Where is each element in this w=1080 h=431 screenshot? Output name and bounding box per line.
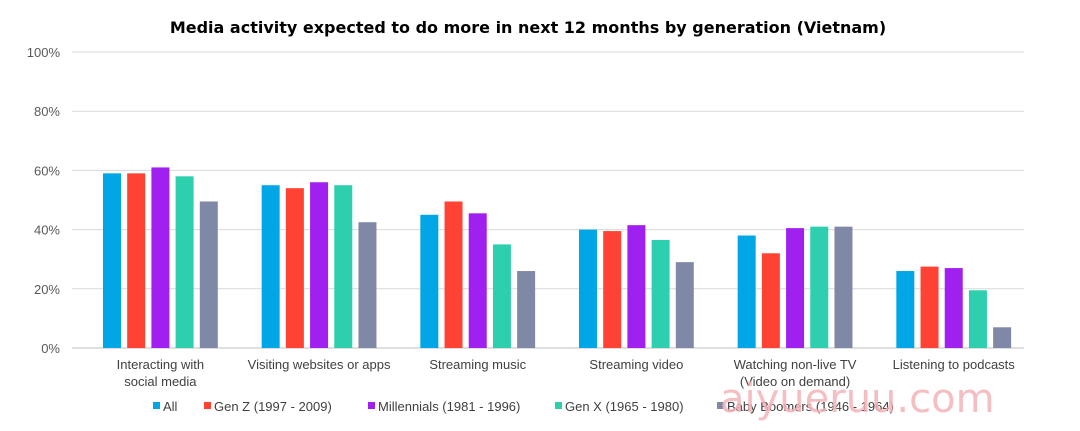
y-tick-label: 20% bbox=[34, 282, 60, 297]
legend-swatch bbox=[204, 402, 211, 409]
legend-label: All bbox=[163, 399, 178, 414]
legend-label: Gen Z (1997 - 2009) bbox=[214, 399, 332, 414]
bar bbox=[786, 228, 805, 348]
x-category-label: Listening to podcasts bbox=[893, 357, 1016, 372]
bar bbox=[968, 290, 987, 348]
bar bbox=[468, 213, 487, 348]
bar bbox=[675, 262, 694, 348]
bar bbox=[737, 235, 756, 348]
bar bbox=[517, 271, 536, 348]
y-tick-label: 80% bbox=[34, 104, 60, 119]
bar bbox=[175, 176, 194, 348]
bar bbox=[492, 244, 511, 348]
legend-swatch bbox=[153, 402, 160, 409]
gridlines bbox=[72, 51, 1024, 349]
y-axis-ticks: 0% 20% 40% 60% 80% 100% bbox=[27, 45, 61, 356]
bar bbox=[920, 266, 939, 348]
bar bbox=[896, 271, 915, 348]
bar bbox=[310, 182, 329, 348]
bar bbox=[810, 226, 829, 348]
bar bbox=[261, 185, 280, 348]
bar bbox=[199, 201, 218, 348]
legend: All Gen Z (1997 - 2009) Millennials (1981 … bbox=[153, 399, 894, 414]
y-tick-label: 100% bbox=[27, 45, 61, 60]
bar bbox=[127, 173, 146, 348]
legend-swatch bbox=[555, 402, 562, 409]
legend-swatch bbox=[717, 402, 724, 409]
bar bbox=[627, 225, 646, 348]
bar bbox=[358, 222, 377, 348]
bar bbox=[579, 229, 597, 348]
bar bbox=[834, 226, 853, 348]
x-category-label: (Video on demand) bbox=[740, 374, 850, 389]
bar bbox=[334, 185, 353, 348]
bar bbox=[993, 327, 1012, 348]
y-tick-label: 0% bbox=[41, 341, 60, 356]
x-category-label: Streaming music bbox=[429, 357, 526, 372]
bar bbox=[944, 268, 963, 348]
bar bbox=[420, 214, 439, 348]
legend-swatch bbox=[368, 402, 375, 409]
legend-label: Millennials (1981 - 1996) bbox=[378, 399, 520, 414]
x-category-label: social media bbox=[124, 374, 197, 389]
watermark-text: aiyueruu.com bbox=[720, 376, 995, 422]
bar bbox=[151, 167, 170, 348]
x-category-label: Visiting websites or apps bbox=[248, 357, 391, 372]
legend-label: Gen X (1965 - 1980) bbox=[565, 399, 684, 414]
x-category-label: Interacting with bbox=[117, 357, 204, 372]
bar bbox=[651, 239, 670, 348]
bars bbox=[103, 167, 1012, 348]
y-tick-label: 60% bbox=[34, 163, 60, 178]
x-axis-categories: Interacting with social media Visiting web… bbox=[117, 357, 1016, 389]
x-category-label: Watching non-live TV bbox=[734, 357, 857, 372]
bar bbox=[761, 253, 780, 348]
legend-label: Baby Boomers (1946 - 1964) bbox=[727, 399, 894, 414]
chart-title: Media activity expected to do more in ne… bbox=[170, 18, 886, 37]
x-category-label: Streaming video bbox=[589, 357, 683, 372]
bar bbox=[103, 173, 121, 348]
bar bbox=[444, 201, 463, 348]
bar bbox=[285, 188, 304, 348]
y-tick-label: 40% bbox=[34, 223, 60, 238]
bar bbox=[603, 231, 622, 348]
